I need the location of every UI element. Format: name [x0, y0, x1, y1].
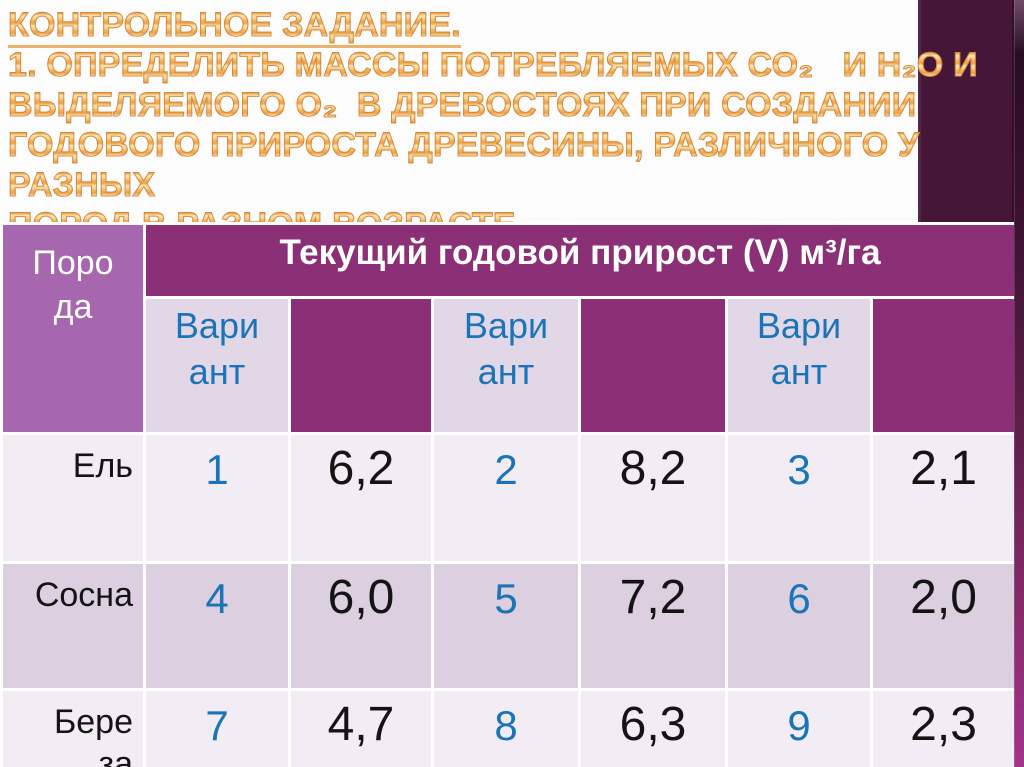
variant-header-cell-1: Вари ант: [143, 296, 291, 435]
table-row-bereza: Бере за 7 4,7 8 6,3 9 2,3: [0, 688, 1014, 767]
title-line-4: ГОДОВОГО ПРИРОСТА ДРЕВЕСИНЫ, РАЗЛИЧНОГО …: [8, 125, 1016, 205]
value-cell: 2,1: [869, 432, 1014, 564]
right-edge-strip: [1014, 0, 1024, 767]
table-header-row-1: Поро да Текущий годовой прирост (V) м³/г…: [0, 222, 1014, 435]
species-cell: Бере за: [0, 688, 146, 767]
species-cell: Ель: [0, 432, 146, 564]
table-main-header: Текущий годовой прирост (V) м³/га: [142, 222, 1014, 299]
species-cell: Сосна: [0, 561, 146, 691]
empty-header-cell-3: [869, 296, 1014, 435]
value-cell: 7,2: [578, 561, 728, 691]
value-cell: 4,7: [288, 688, 434, 767]
variant-header-cell-2: Вари ант: [431, 296, 581, 435]
title-line-3: ВЫДЕЛЯЕМОГО О₂ В ДРЕВОСТОЯХ ПРИ СОЗДАНИИ: [8, 85, 1016, 125]
variant-header-cell-3: Вари ант: [725, 296, 873, 435]
title-line-1-text: КОНТРОЛЬНОЕ ЗАДАНИЕ.: [8, 6, 461, 48]
table-row-sosna: Сосна 4 6,0 5 7,2 6 2,0: [0, 561, 1014, 691]
value-cell: 8,2: [578, 432, 728, 564]
value-cell: 6,2: [288, 432, 434, 564]
growth-table: Поро да Текущий годовой прирост (V) м³/г…: [0, 222, 1014, 767]
table-header-row-2: Вари ант Вари ант Вари ант: [2, 296, 1014, 435]
value-cell: 2,0: [869, 561, 1014, 691]
variant-cell: 2: [431, 432, 581, 564]
table-row-el: Ель 1 6,2 2 8,2 3 2,1: [0, 432, 1014, 564]
table-corner-header: Поро да: [0, 222, 146, 435]
variant-cell: 8: [431, 688, 581, 767]
empty-header-cell-1: [288, 296, 434, 435]
variant-cell: 6: [725, 561, 873, 691]
variant-cell: 5: [431, 561, 581, 691]
title-line-2: 1. ОПРЕДЕЛИТЬ МАССЫ ПОТРЕБЛЯЕМЫХ СО₂ И Н…: [8, 45, 1016, 85]
variant-cell: 1: [143, 432, 291, 564]
value-cell: 6,0: [288, 561, 434, 691]
value-cell: 6,3: [578, 688, 728, 767]
variant-cell: 3: [725, 432, 873, 564]
slide-title: КОНТРОЛЬНОЕ ЗАДАНИЕ. 1. ОПРЕДЕЛИТЬ МАССЫ…: [8, 5, 1016, 245]
title-line-1: КОНТРОЛЬНОЕ ЗАДАНИЕ.: [8, 5, 1016, 48]
growth-table-container: Поро да Текущий годовой прирост (V) м³/г…: [0, 222, 1014, 767]
variant-cell: 9: [725, 688, 873, 767]
value-cell: 2,3: [869, 688, 1014, 767]
empty-header-cell-2: [578, 296, 728, 435]
variant-cell: 4: [143, 561, 291, 691]
variant-cell: 7: [143, 688, 291, 767]
